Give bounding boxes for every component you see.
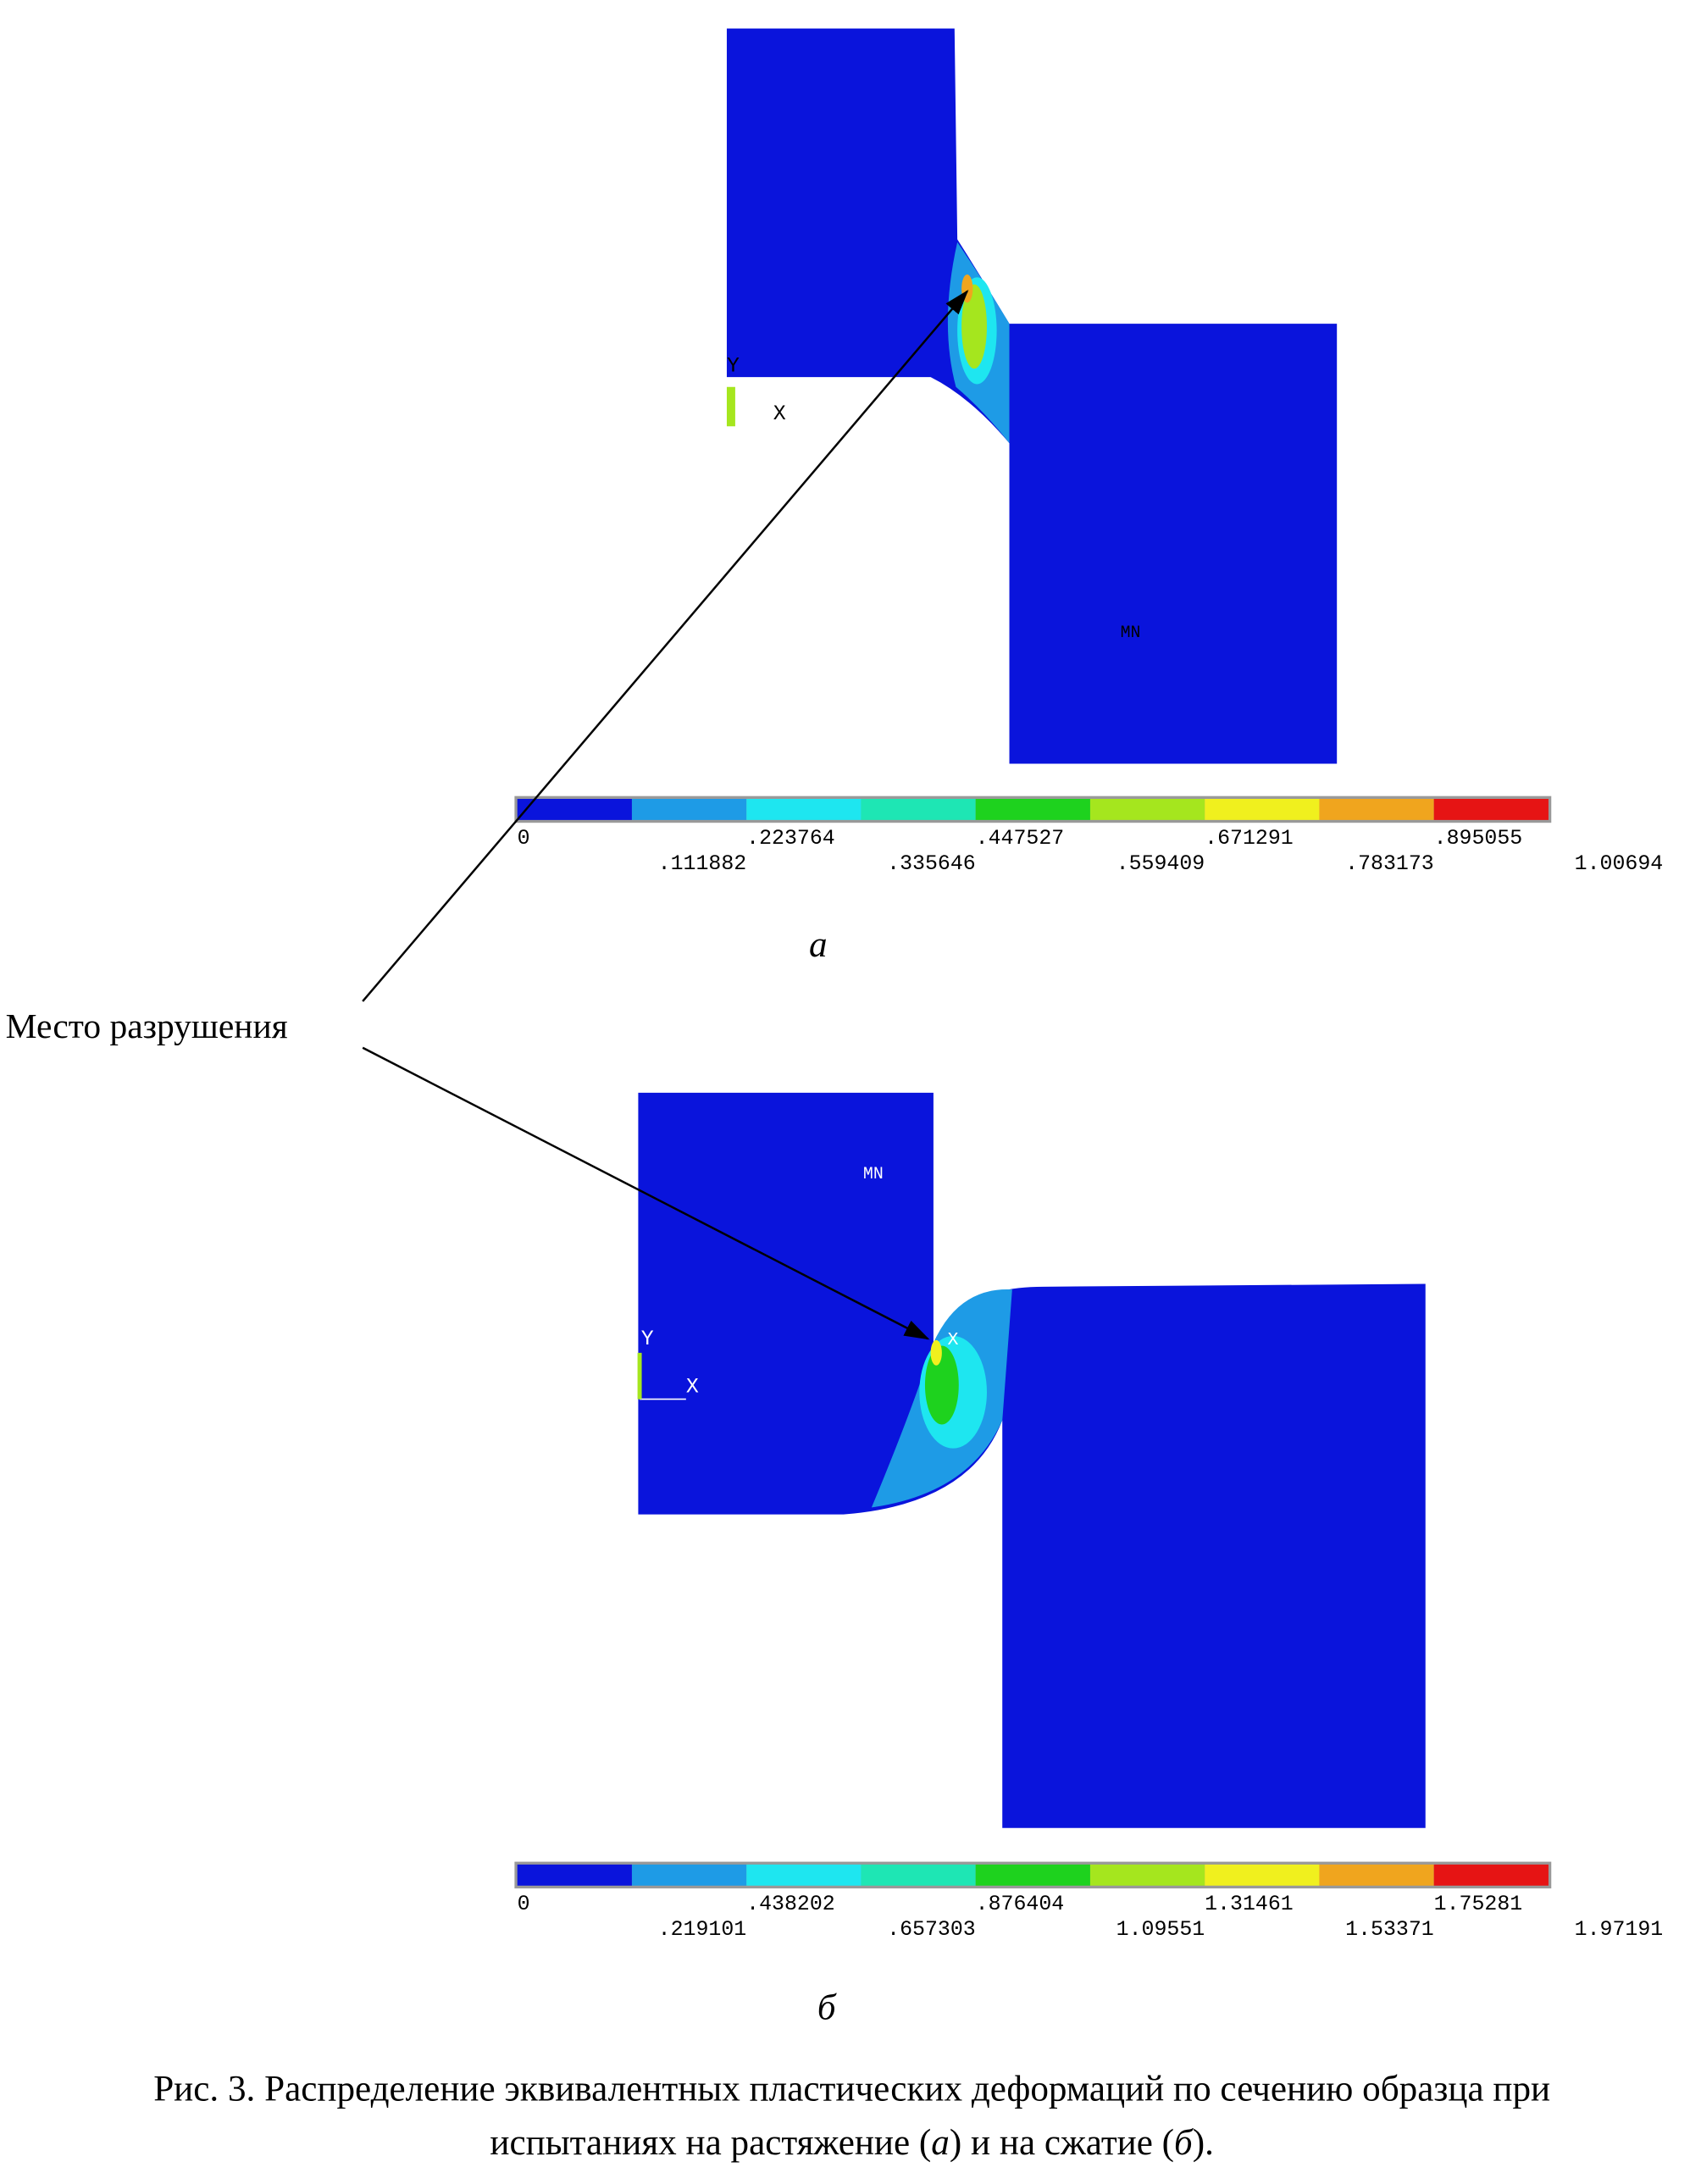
colorbar-segment: [1089, 798, 1205, 820]
colorbar-label: 1.00694: [1575, 852, 1663, 876]
caption-line: Рис. 3. Распределение эквивалентных плас…: [153, 2070, 1550, 2109]
colorbar: 0 .219101.438202 .657303.876404 1.095511.31…: [514, 1861, 1663, 1942]
figure-b: Y X MN X 0 .219101.438202 .657303.876404 1.…: [514, 1092, 1663, 2027]
subfigure-label: б: [817, 1987, 837, 2027]
caption-text: ) и на сжатие (: [950, 2123, 1174, 2163]
colorbar-label: 1.53371: [1345, 1918, 1434, 1942]
specimen-shape: [726, 28, 1338, 764]
colorbar-segment: [631, 1864, 747, 1886]
caption-line: испытаниях на растяжение (а) и на сжатие…: [490, 2123, 1213, 2163]
colorbar-label: 1.75281: [1434, 1893, 1523, 1916]
axis-triad: [726, 386, 735, 427]
colorbar-segment: [517, 1864, 632, 1886]
colorbar-label: .438202: [746, 1893, 835, 1916]
colorbar-segment: [975, 1864, 1090, 1886]
colorbar-label: 0: [518, 1893, 530, 1916]
colorbar-segment: [1319, 798, 1434, 820]
colorbar-segment: [517, 798, 632, 820]
axis-y-label: Y: [641, 1328, 654, 1351]
colorbar-label: 1.97191: [1575, 1918, 1663, 1942]
annotation-arrow: [362, 1046, 930, 1340]
subfigure-label: а: [809, 925, 828, 965]
colorbar-label: .895055: [1434, 827, 1523, 851]
caption-text: испытаниях на растяжение (: [490, 2123, 931, 2163]
colorbar-label: .671291: [1205, 827, 1294, 851]
min-marker: MN: [863, 1164, 884, 1183]
axis-y-label: Y: [727, 355, 740, 379]
contour-zone: [961, 274, 973, 303]
colorbar-label: .335646: [887, 852, 976, 876]
caption-text: а: [931, 2123, 950, 2163]
axis-x-label: X: [773, 402, 786, 426]
colorbar-label: .876404: [976, 1893, 1065, 1916]
colorbar-segment: [631, 798, 747, 820]
colorbar-segment: [861, 798, 976, 820]
colorbar-label: .223764: [746, 827, 835, 851]
caption-text: б: [1174, 2123, 1194, 2163]
colorbar-label: 1.09551: [1116, 1918, 1205, 1942]
max-marker: X: [948, 1330, 959, 1350]
contour-zone: [930, 1339, 942, 1366]
colorbar-segment: [975, 798, 1090, 820]
annotation-arrow: [362, 290, 969, 1002]
colorbar-label: .219101: [658, 1918, 747, 1942]
min-marker: MN: [1121, 623, 1141, 642]
colorbar: 0 .111882.223764 .335646.447527 .559409.671…: [514, 795, 1663, 876]
annotation-label: Место разрушения: [6, 1006, 288, 1045]
colorbar-label: .111882: [658, 852, 747, 876]
colorbar-label: .783173: [1345, 852, 1434, 876]
specimen-shape: [638, 1092, 1426, 1828]
colorbar-label: .559409: [1116, 852, 1205, 876]
colorbar-segment: [1433, 1864, 1549, 1886]
colorbar-segment: [1319, 1864, 1434, 1886]
colorbar-segment: [746, 798, 862, 820]
axis-x-label: X: [686, 1375, 699, 1399]
figure-a: Y X MN 0 .111882.223764 .335646.447527 .559…: [514, 28, 1663, 965]
colorbar-segment: [1433, 798, 1549, 820]
colorbar-label: 1.31461: [1205, 1893, 1294, 1916]
colorbar-segment: [861, 1864, 976, 1886]
colorbar-segment: [1205, 1864, 1320, 1886]
colorbar-label: 0: [518, 827, 530, 851]
colorbar-segment: [746, 1864, 862, 1886]
colorbar-label: .657303: [887, 1918, 976, 1942]
contour-zone: [924, 1345, 959, 1425]
colorbar-label: .447527: [976, 827, 1065, 851]
colorbar-segment: [1205, 798, 1320, 820]
caption-text: ).: [1193, 2123, 1214, 2163]
colorbar-segment: [1089, 1864, 1205, 1886]
